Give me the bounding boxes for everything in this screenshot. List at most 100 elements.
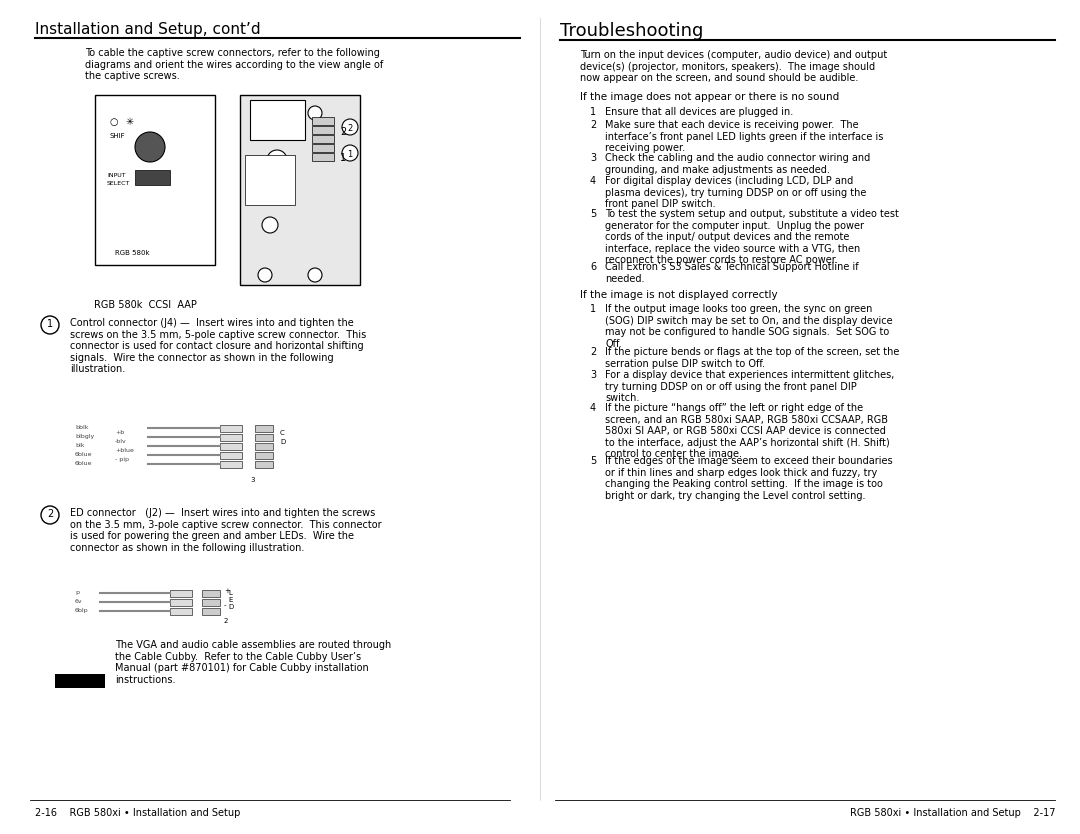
Text: NOTE: NOTE [57, 642, 86, 652]
Bar [255, 443, 273, 450]
Text: If the picture “hangs off” the left or right edge of the
screen, and an RGB 580x: If the picture “hangs off” the left or r… [605, 403, 890, 460]
Text: Make sure that each device is receiving power.  The
interface’s front panel LED : Make sure that each device is receiving … [605, 120, 883, 153]
Text: bblk: bblk [75, 425, 89, 430]
Text: If the edges of the image seem to exceed their boundaries
or if thin lines and s: If the edges of the image seem to exceed… [605, 456, 893, 500]
Bar [312, 153, 334, 161]
Text: 6blue: 6blue [75, 452, 93, 457]
Text: If the picture bends or flags at the top of the screen, set the
serration pulse : If the picture bends or flags at the top… [605, 347, 900, 369]
Text: -: - [224, 602, 227, 608]
Text: SHIF: SHIF [110, 133, 125, 139]
Text: C: C [280, 430, 285, 436]
Text: +: + [224, 588, 230, 594]
Text: RGB 580k  CCSI  AAP: RGB 580k CCSI AAP [94, 300, 197, 310]
Text: 2: 2 [340, 127, 347, 137]
Text: p: p [75, 590, 79, 595]
Text: 2: 2 [590, 120, 596, 130]
Bar [202, 608, 220, 615]
Text: 1: 1 [347, 150, 352, 159]
Text: 6: 6 [590, 262, 596, 272]
Circle shape [308, 268, 322, 282]
Bar [255, 434, 273, 441]
Text: If the output image looks too green, the sync on green
(SOG) DIP switch may be s: If the output image looks too green, the… [605, 304, 893, 349]
Bar [312, 144, 334, 152]
Text: 1: 1 [590, 107, 596, 117]
Text: 1: 1 [590, 304, 596, 314]
Text: 5: 5 [590, 209, 596, 219]
Text: Call Extron’s S3 Sales & Technical Support Hotline if
needed.: Call Extron’s S3 Sales & Technical Suppo… [605, 262, 859, 284]
Text: 3: 3 [249, 477, 255, 483]
Bar [240, 95, 360, 285]
Circle shape [41, 316, 59, 334]
Bar [312, 126, 334, 134]
Text: ✳: ✳ [125, 117, 133, 127]
Bar [249, 100, 305, 140]
Text: E: E [228, 597, 232, 603]
Text: To test the system setup and output, substitute a video test
generator for the c: To test the system setup and output, sub… [605, 209, 899, 265]
Bar [95, 95, 215, 265]
Text: RGB 580xi • Installation and Setup    2-17: RGB 580xi • Installation and Setup 2-17 [850, 808, 1055, 818]
Text: 2: 2 [590, 347, 596, 357]
Bar [255, 461, 273, 468]
Text: 2: 2 [48, 509, 53, 519]
Text: Installation and Setup, cont’d: Installation and Setup, cont’d [35, 22, 260, 37]
Text: -blv: -blv [114, 439, 126, 444]
Text: SELECT: SELECT [107, 181, 131, 186]
Bar [170, 590, 192, 597]
Text: Troubleshooting: Troubleshooting [561, 22, 703, 40]
Bar [255, 425, 273, 432]
Text: 6blp: 6blp [75, 608, 89, 613]
Text: L: L [228, 590, 232, 596]
Circle shape [41, 506, 59, 524]
Text: 2: 2 [224, 618, 228, 624]
Text: 6blue: 6blue [75, 461, 93, 466]
Text: 2: 2 [347, 124, 352, 133]
Text: INPUT: INPUT [107, 173, 125, 178]
Circle shape [258, 106, 272, 120]
Text: 4: 4 [590, 403, 596, 413]
Bar [170, 599, 192, 606]
Text: - pip: - pip [114, 457, 129, 462]
Text: 5: 5 [590, 456, 596, 466]
Text: 6v: 6v [75, 599, 83, 604]
Circle shape [267, 150, 287, 170]
Text: If the image does not appear or there is no sound: If the image does not appear or there is… [580, 92, 839, 102]
Text: Control connector (J4) —  Insert wires into and tighten the
screws on the 3.5 mm: Control connector (J4) — Insert wires in… [70, 318, 366, 374]
Text: ○: ○ [110, 117, 119, 127]
Text: If the image is not displayed correctly: If the image is not displayed correctly [580, 290, 778, 300]
Text: blk: blk [75, 443, 84, 448]
Bar [202, 590, 220, 597]
Circle shape [342, 119, 357, 135]
Bar [312, 117, 334, 125]
Circle shape [342, 145, 357, 161]
Bar [220, 461, 242, 468]
Text: Turn on the input devices (computer, audio device) and output
device(s) (project: Turn on the input devices (computer, aud… [580, 50, 888, 83]
Bar [220, 425, 242, 432]
Text: 1: 1 [48, 319, 53, 329]
Circle shape [258, 268, 272, 282]
Bar [220, 452, 242, 459]
Bar [255, 452, 273, 459]
Text: D: D [280, 439, 285, 445]
Text: Ensure that all devices are plugged in.: Ensure that all devices are plugged in. [605, 107, 793, 117]
Bar [220, 434, 242, 441]
Bar [135, 170, 170, 185]
Bar [220, 443, 242, 450]
Text: The VGA and audio cable assemblies are routed through
the Cable Cubby.  Refer to: The VGA and audio cable assemblies are r… [114, 640, 391, 685]
Text: 2-16    RGB 580xi • Installation and Setup: 2-16 RGB 580xi • Installation and Setup [35, 808, 241, 818]
Text: 4: 4 [590, 176, 596, 186]
Text: Check the cabling and the audio connector wiring and
grounding, and make adjustm: Check the cabling and the audio connecto… [605, 153, 870, 174]
Text: For a display device that experiences intermittent glitches,
try turning DDSP on: For a display device that experiences in… [605, 370, 894, 403]
Circle shape [308, 106, 322, 120]
Text: 3: 3 [590, 370, 596, 380]
Text: ED connector   (J2) —  Insert wires into and tighten the screws
on the 3.5 mm, 3: ED connector (J2) — Insert wires into an… [70, 508, 381, 553]
Bar [312, 135, 334, 143]
Bar [170, 608, 192, 615]
Text: +blue: +blue [114, 448, 134, 453]
Circle shape [262, 217, 278, 233]
Circle shape [135, 132, 165, 162]
Bar [245, 155, 295, 205]
Bar [55, 674, 105, 688]
Text: RGB 580k: RGB 580k [114, 250, 150, 256]
Text: blbgly: blbgly [75, 434, 94, 439]
Text: D: D [228, 604, 233, 610]
